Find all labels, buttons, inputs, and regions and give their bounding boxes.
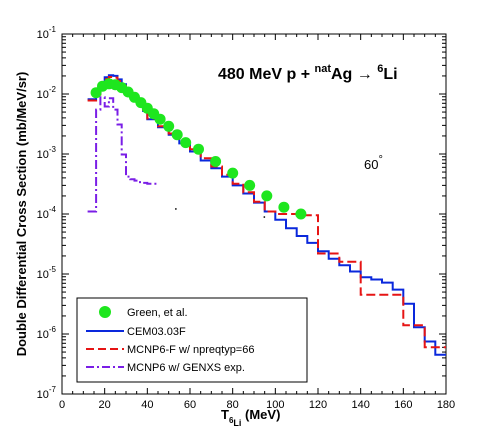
title-energy: 480 MeV p +: [218, 66, 315, 83]
title-arrow: →: [352, 66, 377, 83]
angle-annotation: 60°: [364, 154, 383, 172]
y-tick-exp: -7: [49, 385, 57, 394]
series-layer: [87, 74, 446, 356]
x-axis-unit: (MeV): [241, 407, 280, 422]
y-tick-label: 10-6: [37, 325, 57, 341]
x-tick-label: 0: [59, 399, 65, 411]
y-tick-exp: -6: [49, 325, 57, 334]
data-point-green: [295, 208, 307, 220]
y-tick-label: 10-7: [37, 385, 57, 401]
x-tick-label: 80: [227, 399, 239, 411]
series-line-genxs: [87, 96, 158, 213]
y-tick-label: 10-5: [37, 265, 57, 281]
legend-label-genxs: MCNP6 w/ GENXS exp.: [127, 362, 245, 374]
x-axis-sub: 6: [229, 416, 234, 425]
tick-labels: 0 20 40 60 80 100 120 140 160 18010-710-610-510-4…: [37, 25, 456, 411]
x-tick-label: 140: [351, 399, 369, 411]
legend-swatch-green: [99, 306, 111, 318]
y-tick-exp: -1: [49, 25, 57, 34]
data-point-green: [244, 179, 256, 191]
y-tick-exp: -3: [49, 145, 57, 154]
title-product-mass: 6: [377, 63, 383, 75]
y-axis-label: Double Differential Cross Section (mb/Me…: [14, 72, 29, 357]
y-tick-label: 10-2: [37, 85, 57, 101]
data-point-green: [261, 190, 273, 202]
legend-label-cem: CEM03.03F: [127, 326, 186, 338]
data-point-green: [193, 143, 204, 155]
y-tick-exp: -2: [49, 85, 57, 94]
x-tick-label: 160: [394, 399, 412, 411]
x-tick-label: 180: [437, 399, 455, 411]
x-tick-label: 60: [184, 399, 196, 411]
y-tick-base: 10: [37, 329, 49, 341]
data-point-green: [154, 113, 166, 125]
y-tick-label: 10-4: [37, 205, 57, 221]
x-tick-label: 120: [309, 399, 327, 411]
x-tick-label: 40: [141, 399, 153, 411]
x-tick-label: 20: [99, 399, 111, 411]
series-line-cem: [87, 74, 446, 356]
y-tick-label: 10-3: [37, 145, 57, 161]
x-axis-subsub: Li: [233, 418, 241, 428]
y-tick-base: 10: [37, 389, 49, 401]
data-point-green: [278, 201, 290, 213]
title-product: Li: [383, 66, 397, 83]
y-tick-base: 10: [37, 29, 49, 41]
title-target-mass: nat: [315, 63, 332, 75]
y-tick-exp: -5: [49, 265, 57, 274]
chart-title: 480 MeV p + natAg → 6Li: [218, 63, 398, 83]
stray-mark: [175, 208, 177, 210]
axis-ticks: [61, 33, 447, 395]
angle-degree: °: [378, 154, 382, 166]
legend-label-green: Green, et al.: [127, 307, 188, 319]
x-axis-symbol: T: [221, 407, 229, 422]
data-point-green: [210, 156, 222, 167]
title-target: Ag: [331, 66, 352, 83]
y-tick-base: 10: [37, 269, 49, 281]
y-tick-exp: -4: [49, 205, 57, 214]
x-tick-label: 100: [266, 399, 284, 411]
series-line-mcnp6f: [87, 76, 446, 349]
y-tick-label: 10-1: [37, 25, 57, 41]
stray-mark: [263, 216, 266, 218]
legend-box: [76, 297, 308, 383]
data-point-green: [163, 120, 175, 132]
legend-label-mcnp6f: MCNP6-F w/ npreqtyp=66: [127, 344, 254, 356]
legend: Green, et al. CEM03.03F MCNP6-F w/ npreq…: [76, 297, 308, 383]
y-tick-base: 10: [37, 209, 49, 221]
data-point-green: [171, 129, 183, 141]
x-axis-label: T6Li (MeV): [221, 407, 280, 428]
y-tick-base: 10: [37, 149, 49, 161]
angle-value: 60: [364, 157, 378, 172]
data-point-green: [180, 137, 192, 149]
y-tick-base: 10: [37, 89, 49, 101]
data-point-green: [227, 167, 239, 179]
